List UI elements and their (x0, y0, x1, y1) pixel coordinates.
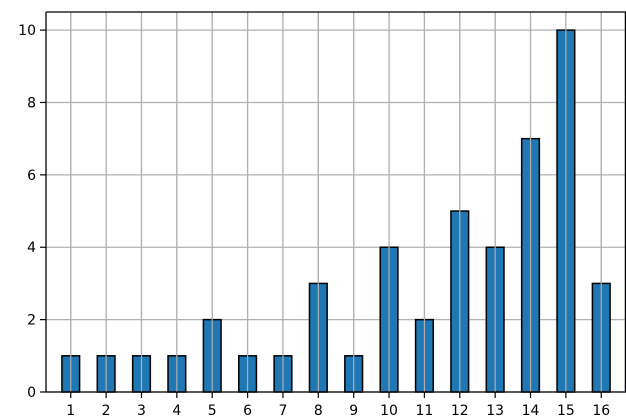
x-tick-label: 2 (102, 403, 111, 419)
x-tick-label: 9 (349, 403, 358, 419)
x-tick-label: 13 (486, 403, 504, 419)
y-tick-label: 0 (27, 385, 36, 401)
y-tick-label: 6 (27, 168, 36, 184)
x-tick-label: 15 (557, 403, 575, 419)
x-tick-label: 1 (66, 403, 75, 419)
x-tick-label: 16 (592, 403, 610, 419)
y-tick-label: 4 (27, 240, 36, 256)
y-tick-label: 8 (27, 95, 36, 111)
x-tick-label: 11 (416, 403, 434, 419)
x-axis-ticks: 1 2 3 4 5 6 7 8 9 10 11 12 13 14 15 16 (66, 392, 610, 419)
x-tick-label: 4 (172, 403, 181, 419)
x-tick-label: 3 (137, 403, 146, 419)
x-tick-label: 8 (314, 403, 323, 419)
x-tick-label: 12 (451, 403, 469, 419)
x-tick-label: 7 (278, 403, 287, 419)
axes (45, 11, 626, 393)
bar-series (61, 12, 611, 393)
x-tick-label: 5 (208, 403, 217, 419)
x-tick-label: 6 (243, 403, 252, 419)
y-axis-ticks: 0 2 4 6 8 10 (18, 23, 46, 401)
x-tick-label: 14 (522, 403, 540, 419)
y-tick-label: 10 (18, 23, 36, 39)
y-tick-label: 2 (27, 313, 36, 329)
x-tick-label: 10 (380, 403, 398, 419)
